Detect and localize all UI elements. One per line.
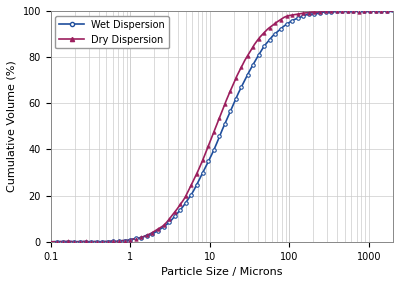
- X-axis label: Particle Size / Microns: Particle Size / Microns: [161, 267, 282, 277]
- Y-axis label: Cumulative Volume (%): Cumulative Volume (%): [7, 60, 17, 192]
- Legend: Wet Dispersion, Dry Dispersion: Wet Dispersion, Dry Dispersion: [56, 16, 169, 49]
